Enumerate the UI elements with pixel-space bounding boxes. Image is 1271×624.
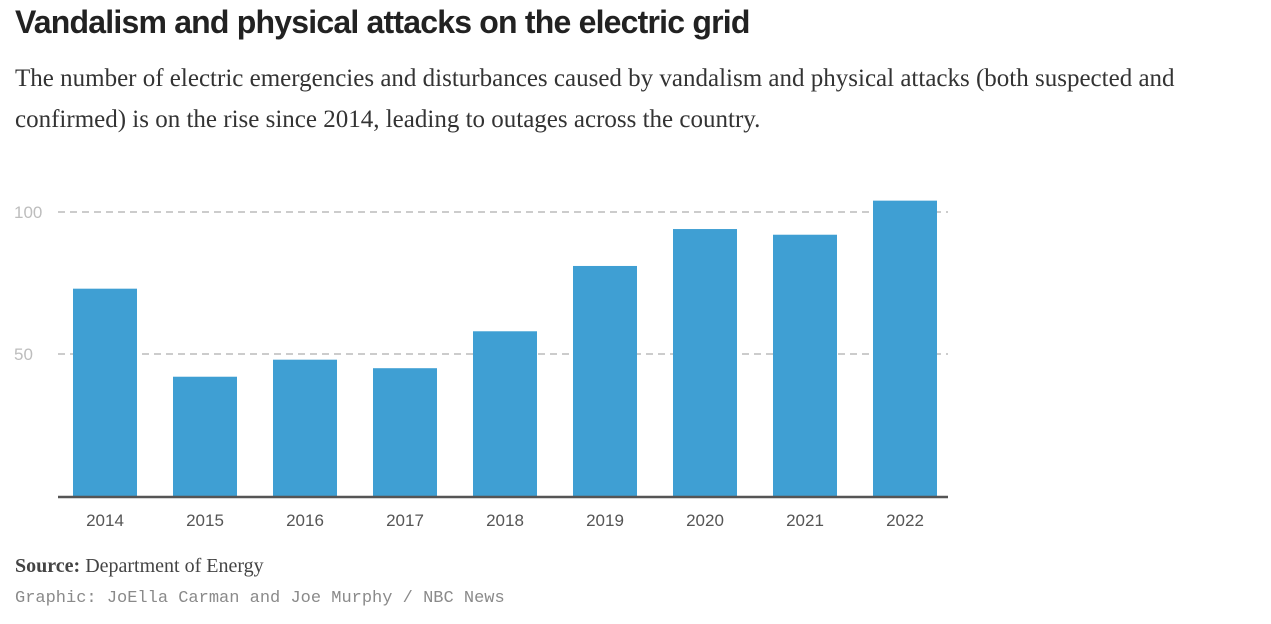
x-tick-label: 2020	[686, 511, 724, 530]
y-tick-label-background	[0, 342, 56, 366]
bars	[73, 200, 937, 497]
source-label: Source:	[15, 555, 81, 577]
x-tick-label: 2019	[586, 511, 624, 530]
y-tick-label: 100	[14, 203, 42, 222]
x-tick-label: 2015	[186, 511, 224, 530]
source-text: Department of Energy	[85, 555, 264, 577]
source-note: Source: Department of Energy	[15, 555, 264, 578]
bar-2020	[673, 229, 737, 497]
x-tick-label: 2017	[386, 511, 424, 530]
chart-subtitle: The number of electric emergencies and d…	[15, 65, 1175, 133]
y-tick-label: 50	[14, 345, 33, 364]
x-tick-label: 2016	[286, 511, 324, 530]
bar-2015	[173, 376, 237, 496]
x-tick-label: 2022	[886, 511, 924, 530]
bar-2021	[773, 234, 837, 496]
x-tick-label: 2021	[786, 511, 824, 530]
y-tick-label-background	[0, 200, 56, 224]
graphic-credit: Graphic: JoElla Carman and Joe Murphy / …	[15, 589, 505, 608]
bar-2019	[573, 265, 637, 496]
tick-labels: 50 100 2014 2015 2016 2017 2018 2019 2020 2021 202…	[14, 203, 924, 530]
bar-2017	[373, 368, 437, 496]
bar-2016	[273, 359, 337, 496]
x-tick-label: 2018	[486, 511, 524, 530]
bar-2018	[473, 331, 537, 496]
bar-2014	[73, 288, 137, 496]
bar-2022	[873, 200, 937, 496]
x-tick-label: 2014	[86, 511, 124, 530]
chart-title: Vandalism and physical attacks on the el…	[15, 4, 750, 40]
